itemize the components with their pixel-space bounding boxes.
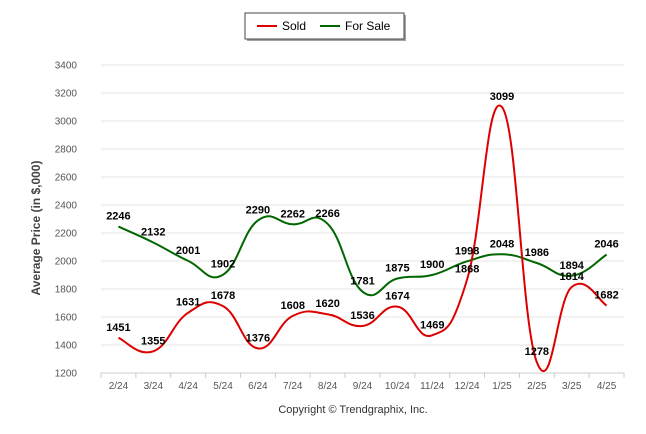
x-tick-label: 2/25 xyxy=(527,381,547,392)
data-label-for-sale: 1998 xyxy=(455,245,479,257)
data-label-for-sale: 2001 xyxy=(176,245,200,257)
y-tick-label: 3000 xyxy=(55,117,78,128)
y-tick-label: 1600 xyxy=(55,313,78,324)
y-tick-label: 2200 xyxy=(55,229,78,240)
data-label-sold: 1536 xyxy=(350,310,374,322)
y-tick-label: 1400 xyxy=(55,341,78,352)
x-tick-label: 11/24 xyxy=(420,381,445,392)
y-axis: 1200 1400 1600 1800 2000 2200 2400 2600 2800 3000… xyxy=(55,61,78,380)
legend[interactable]: Sold For Sale xyxy=(244,12,406,41)
copyright-text: Copyright © Trendgraphix, Inc. xyxy=(278,404,427,416)
x-tick-label: 5/24 xyxy=(213,381,233,392)
x-tick-label: 2/24 xyxy=(109,381,129,392)
data-label-sold: 1278 xyxy=(525,346,549,358)
y-tick-label: 1200 xyxy=(55,369,78,380)
x-tick-label: 9/24 xyxy=(353,381,373,392)
y-tick-label: 2000 xyxy=(55,257,78,268)
data-label-sold: 1674 xyxy=(385,291,410,303)
y-tick-label: 3400 xyxy=(55,61,78,72)
x-axis: 2/24 3/24 4/24 5/24 6/24 7/24 8/24 9/24 10/24 11/… xyxy=(100,372,625,392)
x-tick-label: 4/24 xyxy=(178,381,198,392)
data-label-for-sale: 2246 xyxy=(106,211,130,223)
data-label-for-sale: 2290 xyxy=(246,204,270,216)
data-label-for-sale: 2046 xyxy=(594,239,618,251)
grid-lines xyxy=(101,64,624,374)
data-label-sold: 1451 xyxy=(106,322,130,334)
data-label-sold: 1355 xyxy=(141,335,165,347)
series-line-for-sale xyxy=(118,215,608,297)
x-tick-label: 8/24 xyxy=(318,381,338,392)
data-label-for-sale: 1986 xyxy=(525,247,549,259)
x-tick-label: 10/24 xyxy=(385,381,410,392)
x-tick-label: 6/24 xyxy=(248,381,268,392)
y-tick-label: 2800 xyxy=(55,145,78,156)
data-label-for-sale: 1781 xyxy=(350,276,374,288)
data-label-for-sale: 2132 xyxy=(141,227,165,239)
data-label-for-sale: 2266 xyxy=(315,208,339,220)
data-label-sold: 1678 xyxy=(211,290,235,302)
data-label-for-sale: 1894 xyxy=(559,260,584,272)
data-label-for-sale: 1875 xyxy=(385,263,409,275)
legend-label-for-sale: For Sale xyxy=(345,19,391,33)
y-tick-label: 2400 xyxy=(55,201,78,212)
data-label-sold: 1620 xyxy=(315,298,339,310)
data-label-for-sale: 2262 xyxy=(281,208,305,220)
data-label-sold: 1376 xyxy=(246,332,270,344)
data-label-for-sale: 1902 xyxy=(211,259,235,271)
y-axis-title: Average Price (in $,000) xyxy=(29,161,43,296)
data-label-for-sale: 1900 xyxy=(420,259,444,271)
x-tick-label: 4/25 xyxy=(597,381,617,392)
y-tick-label: 1800 xyxy=(55,285,78,296)
x-tick-label: 1/25 xyxy=(492,381,512,392)
y-tick-label: 3200 xyxy=(55,89,78,100)
data-label-sold: 3099 xyxy=(490,91,514,103)
x-tick-label: 12/24 xyxy=(455,381,480,392)
data-label-sold: 1868 xyxy=(455,263,479,275)
data-labels: 1451 1355 1631 1678 1376 1608 1620 1536 1674 1469… xyxy=(106,91,619,358)
y-tick-label: 2600 xyxy=(55,173,78,184)
series-line-sold xyxy=(117,104,608,373)
series-layer xyxy=(117,104,608,373)
x-tick-label: 3/25 xyxy=(562,381,582,392)
data-label-sold: 1682 xyxy=(594,290,618,302)
data-label-sold: 1814 xyxy=(559,271,584,283)
data-label-sold: 1469 xyxy=(420,319,444,331)
legend-label-sold: Sold xyxy=(282,19,306,33)
x-tick-label: 3/24 xyxy=(144,381,164,392)
x-tick-label: 7/24 xyxy=(283,381,303,392)
data-label-sold: 1608 xyxy=(281,300,305,312)
data-label-for-sale: 2048 xyxy=(490,238,514,250)
data-label-sold: 1631 xyxy=(176,297,200,309)
